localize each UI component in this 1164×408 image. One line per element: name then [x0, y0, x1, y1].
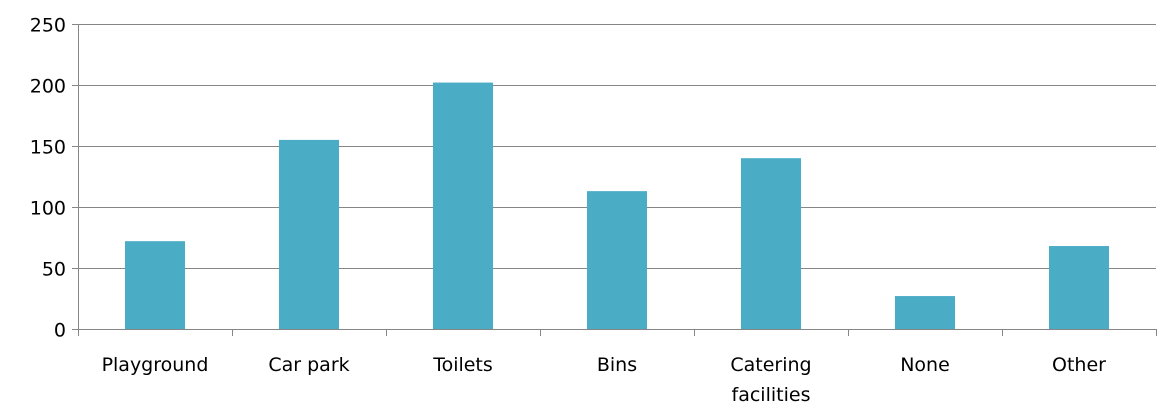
axes — [72, 24, 1157, 336]
y-tick-label: 250 — [30, 15, 66, 37]
bar-car-park — [278, 139, 340, 329]
bar-toilets — [432, 82, 494, 329]
x-category-label: Other — [1052, 354, 1106, 376]
gridlines — [78, 24, 1156, 269]
x-category-labels: Playground Car park Toilets Bins Catering fac… — [102, 354, 1107, 406]
x-category-label: Car park — [268, 354, 349, 376]
x-category-label: Toilets — [432, 354, 493, 376]
bars — [124, 82, 1110, 329]
y-tick-label: 200 — [30, 76, 66, 98]
bar-playground — [124, 241, 186, 329]
x-category-label: None — [900, 354, 950, 376]
y-tick-label: 150 — [30, 137, 66, 159]
y-tick-labels: 0 50 100 150 200 250 — [30, 15, 66, 342]
bar-none — [894, 296, 956, 329]
y-tick-label: 50 — [42, 259, 66, 281]
bar-bins — [586, 191, 648, 329]
x-category-label: Playground — [102, 354, 209, 376]
x-category-label: Bins — [597, 354, 637, 376]
y-tick-label: 0 — [54, 320, 66, 342]
y-tick-label: 100 — [30, 198, 66, 220]
x-category-label: Catering facilities — [730, 354, 811, 406]
bar-catering-facilities — [740, 158, 802, 329]
bar-other — [1048, 246, 1110, 329]
